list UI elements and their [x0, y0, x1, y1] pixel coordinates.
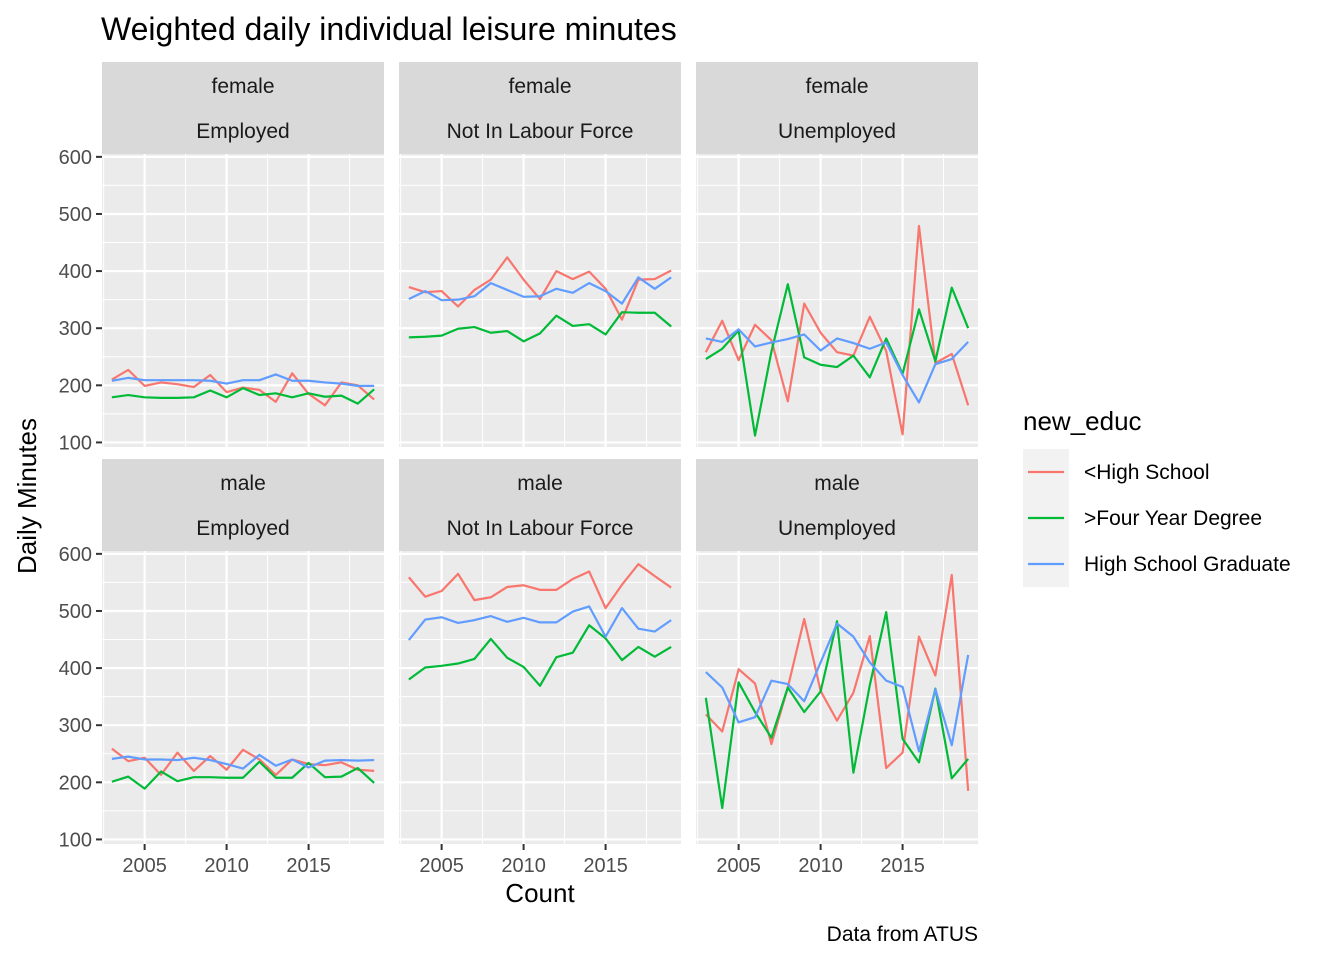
y-tick-label: 300	[59, 318, 92, 340]
x-tick-label: 2010	[798, 855, 843, 877]
series-line-lt-high-school	[408, 256, 672, 321]
facet-panels: female Employed 100 200 300 400 500 600 female No…	[59, 62, 978, 877]
facet-strip-label-row: female	[211, 75, 274, 98]
series-line-gt-four-year-degree	[111, 387, 375, 405]
x-tick-label: 2015	[286, 855, 331, 877]
x-tick-label: 2005	[419, 855, 464, 877]
facet-strip	[102, 62, 384, 154]
series-line-high-school-graduate	[407, 605, 672, 641]
y-tick-label: 400	[59, 658, 92, 680]
facet-strip-label-row: female	[805, 75, 868, 98]
x-tick-label: 2010	[501, 855, 546, 877]
series-line-gt-four-year-degree	[408, 624, 672, 687]
y-tick-label: 300	[59, 715, 92, 737]
x-axis-label: Count	[505, 878, 575, 908]
panel-background	[696, 154, 978, 447]
facet-panel-female-employed: female Employed 100 200 300 400 500 600	[59, 62, 384, 454]
facet-strip-label-col: Employed	[196, 120, 289, 143]
y-tick-label: 200	[59, 772, 92, 794]
chart-caption: Data from ATUS	[827, 923, 978, 946]
facet-strip	[102, 459, 384, 551]
series-line-lt-high-school	[407, 563, 672, 610]
legend-title: new_educ	[1023, 406, 1142, 436]
facet-panel-female-unemployed: female Unemployed	[696, 62, 978, 447]
y-tick-label: 100	[59, 829, 92, 851]
x-tick-label: 2015	[880, 855, 925, 877]
facet-strip	[696, 62, 978, 154]
legend-item-gt-four-year-degree: >Four Year Degree	[1023, 495, 1262, 541]
panel-background	[399, 551, 681, 844]
x-tick-label: 2005	[716, 855, 761, 877]
y-tick-label: 500	[59, 204, 92, 226]
facet-strip-label-col: Employed	[196, 517, 289, 540]
facet-strip-label-row: male	[814, 472, 860, 495]
facet-panel-female-not-in-labour-force: female Not In Labour Force	[399, 62, 681, 447]
legend: new_educ <High School >Four Year Degree Hi…	[1023, 406, 1291, 587]
facet-strip-label-col: Not In Labour Force	[447, 120, 634, 143]
series-line-gt-four-year-degree	[704, 611, 970, 810]
series-line-high-school-graduate	[408, 276, 672, 305]
facet-strip-label-col: Unemployed	[778, 120, 896, 143]
x-tick-label: 2010	[204, 855, 249, 877]
series-line-gt-four-year-degree	[111, 760, 375, 790]
facet-panel-male-unemployed: male Unemployed 2005 2010 2015	[696, 459, 978, 877]
series-line-high-school-graduate	[705, 328, 969, 404]
facet-strip	[696, 459, 978, 551]
facet-strip	[399, 459, 681, 551]
y-tick-label: 100	[59, 432, 92, 454]
legend-label: High School Graduate	[1084, 553, 1291, 576]
series-line-high-school-graduate	[111, 373, 375, 387]
y-axis-label: Daily Minutes	[12, 418, 42, 574]
y-tick-label: 500	[59, 601, 92, 623]
series-line-lt-high-school	[111, 747, 375, 776]
facet-strip-label-row: male	[220, 472, 266, 495]
series-line-lt-high-school	[705, 573, 970, 791]
facet-strip-label-row: female	[508, 75, 571, 98]
y-tick-label: 400	[59, 261, 92, 283]
facet-panel-male-not-in-labour-force: male Not In Labour Force 2005 2010 2015	[399, 459, 681, 877]
facet-strip-label-col: Not In Labour Force	[447, 517, 634, 540]
series-line-high-school-graduate	[111, 753, 375, 770]
facet-strip-label-row: male	[517, 472, 563, 495]
legend-label: <High School	[1084, 461, 1210, 484]
legend-label: >Four Year Degree	[1084, 507, 1262, 530]
y-tick-label: 200	[59, 375, 92, 397]
series-line-high-school-graduate	[705, 622, 970, 753]
facet-panel-male-employed: male Employed 100 200 300 400 500 600 2005 2010 20…	[59, 459, 384, 877]
series-line-gt-four-year-degree	[408, 311, 672, 343]
x-tick-label: 2015	[583, 855, 628, 877]
panel-background	[696, 551, 978, 844]
y-tick-label: 600	[59, 147, 92, 169]
series-line-lt-high-school	[704, 224, 970, 436]
x-tick-label: 2005	[122, 855, 167, 877]
facet-strip-label-col: Unemployed	[778, 517, 896, 540]
legend-item-lt-high-school: <High School	[1023, 449, 1210, 495]
y-tick-label: 600	[59, 544, 92, 566]
series-line-gt-four-year-degree	[705, 283, 970, 437]
facet-strip	[399, 62, 681, 154]
panel-background	[102, 551, 384, 844]
legend-item-high-school-graduate: High School Graduate	[1023, 541, 1291, 587]
chart-title: Weighted daily individual leisure minute…	[101, 11, 677, 47]
